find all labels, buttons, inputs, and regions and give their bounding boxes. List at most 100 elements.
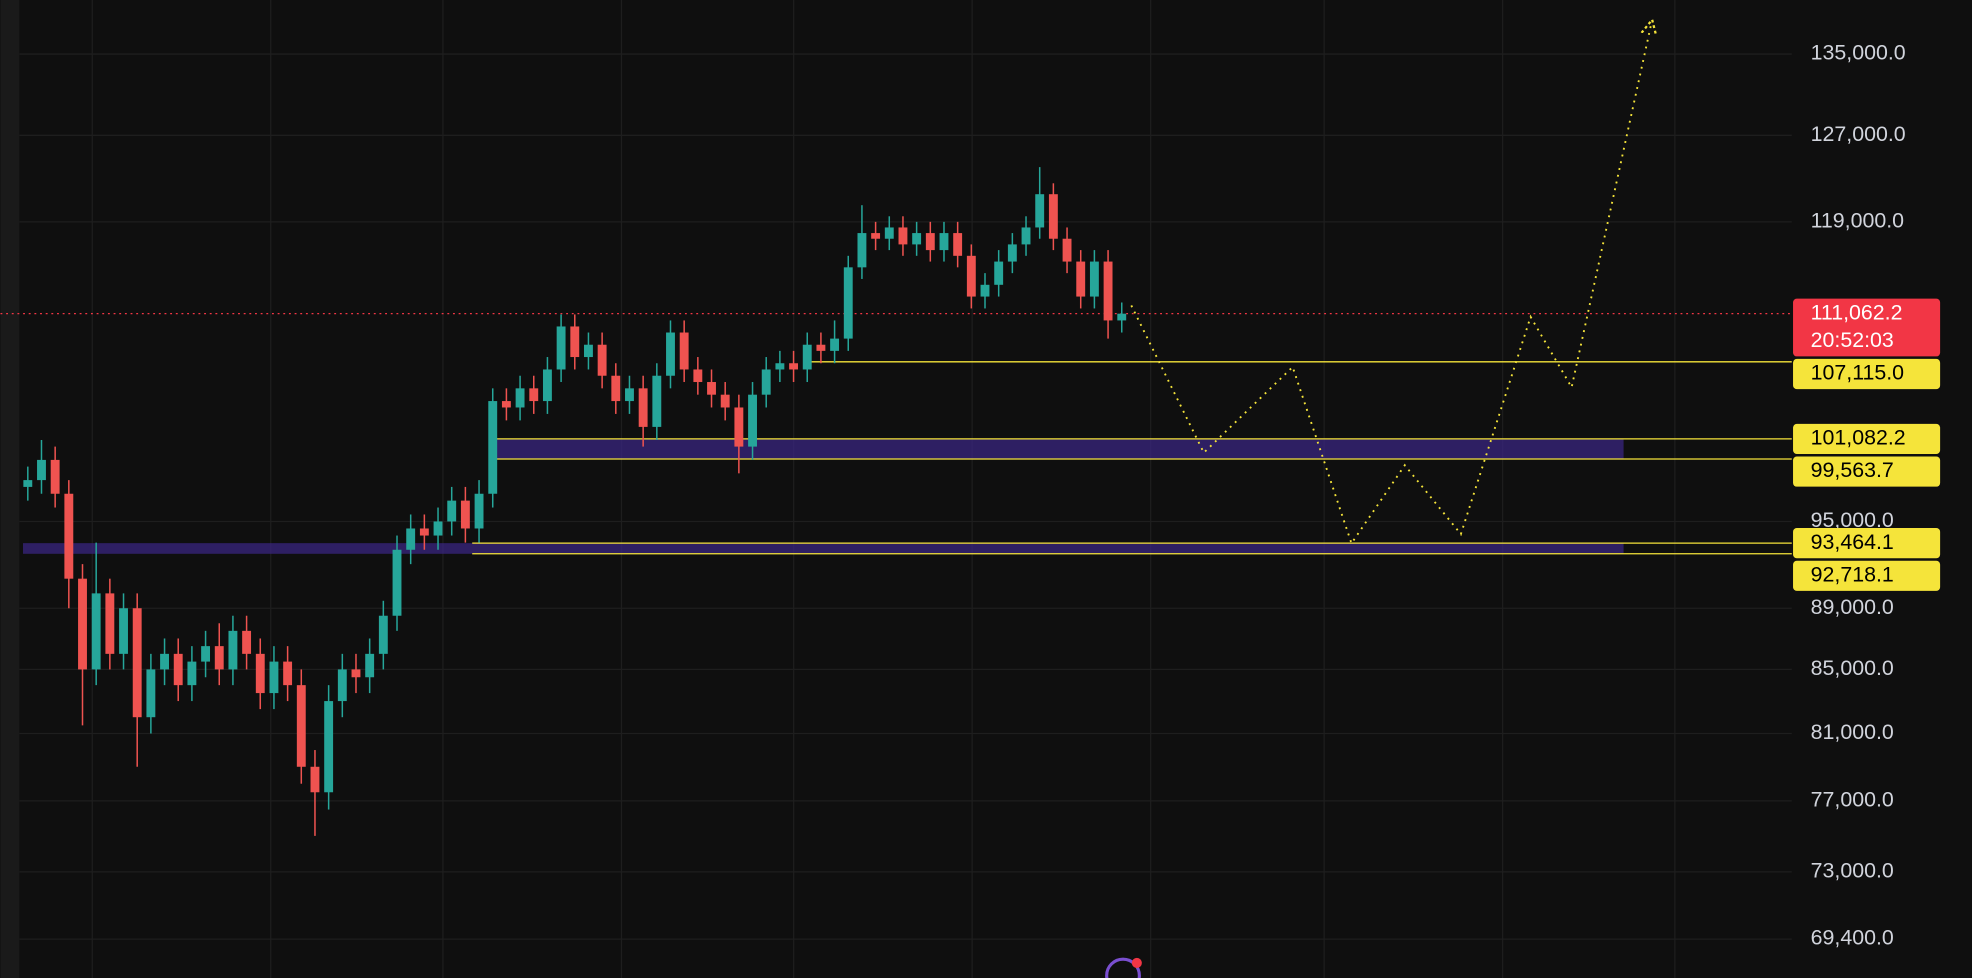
price-tag-label: 99,563.7 [1811, 458, 1894, 482]
candle-body [447, 500, 457, 522]
candle-body [679, 332, 689, 370]
candle-body [187, 661, 197, 686]
zone [23, 543, 1624, 554]
candle-body [584, 344, 593, 358]
price-tag-label: 107,115.0 [1811, 361, 1905, 385]
price-tag-label: 101,082.2 [1811, 426, 1906, 450]
price-tag: 92,718.1 [1793, 560, 1941, 591]
candle-body [1021, 227, 1031, 245]
candle-body [160, 653, 169, 670]
price-tag-box [1793, 560, 1941, 591]
candle-body [734, 407, 744, 447]
y-tick-label: 85,000.0 [1811, 656, 1894, 680]
candle-body [652, 375, 662, 427]
candle-body [1062, 238, 1072, 262]
y-tick-label: 127,000.0 [1811, 122, 1906, 146]
candle-body [406, 528, 416, 550]
candle-body [214, 646, 224, 670]
y-tick-label: 135,000.0 [1811, 41, 1906, 65]
candle-body [775, 363, 785, 370]
candle-body [296, 685, 306, 767]
candle-body [925, 233, 935, 251]
candle-body [419, 528, 429, 536]
left-edge [0, 0, 20, 978]
price-tag: 101,082.2 [1793, 423, 1941, 455]
price-tag-label: 111,062.2 [1811, 300, 1903, 324]
candle-body [64, 493, 74, 579]
candle-body [351, 669, 361, 678]
candle-body [1076, 261, 1086, 297]
candle-body [707, 382, 716, 395]
candle-body [871, 233, 881, 239]
candle-body [132, 608, 142, 718]
candle-body [597, 344, 607, 376]
candle-body [693, 369, 703, 383]
candle-body [966, 255, 976, 297]
candle-body [201, 646, 211, 662]
y-tick-label: 89,000.0 [1811, 595, 1894, 619]
price-tag: 93,464.1 [1793, 528, 1941, 559]
candle-body [666, 332, 675, 376]
candle-body [146, 669, 156, 718]
candle-body [556, 326, 566, 370]
projection-path [1130, 25, 1651, 546]
candle-body [625, 388, 634, 402]
candle-body [392, 549, 402, 616]
price-tag-label: 93,464.1 [1811, 530, 1894, 554]
zone [489, 438, 1624, 460]
candle-body [23, 480, 33, 487]
candle-body [1103, 261, 1113, 321]
candle-body [242, 630, 252, 654]
candle-body [1048, 194, 1058, 239]
y-tick-label: 81,000.0 [1811, 720, 1894, 744]
logo-icon [1105, 957, 1142, 978]
candle-body [50, 459, 60, 494]
candle-body [748, 394, 757, 447]
price-tag-box [1793, 528, 1941, 559]
candle-body [1089, 261, 1099, 297]
price-tag: 107,115.0 [1793, 358, 1941, 390]
candle-body [980, 284, 990, 297]
candle-body [529, 388, 539, 402]
price-tag-box [1793, 423, 1941, 455]
candle-body [1117, 313, 1127, 321]
candle-body [761, 369, 771, 395]
candle-body [255, 653, 265, 694]
candle-body [488, 401, 498, 494]
candle-body [611, 375, 621, 402]
candle-body [228, 630, 238, 670]
y-tick-label: 69,400.0 [1811, 926, 1894, 950]
candle-body [638, 388, 648, 427]
candle-body [843, 267, 853, 339]
y-tick-label: 73,000.0 [1811, 858, 1894, 882]
y-tick-label: 119,000.0 [1811, 208, 1905, 232]
vertical-grid [91, 0, 1676, 978]
candle-body [501, 401, 511, 408]
price-tag: 111,062.2 20:52:03 [1793, 298, 1941, 357]
candle-body [433, 521, 443, 536]
price-tag-box [1793, 358, 1941, 390]
price-tag-box [1793, 456, 1941, 487]
candle-body [542, 369, 552, 402]
candle-body [802, 344, 812, 370]
candle-body [119, 608, 128, 654]
price-tag: 99,563.7 [1793, 456, 1941, 487]
candle-body [37, 459, 46, 481]
candle-body [898, 227, 908, 245]
candle-body [994, 261, 1004, 285]
price-tag-label: 92,718.1 [1811, 562, 1894, 586]
candle-body [105, 593, 115, 654]
candle-body [310, 766, 320, 793]
candle-body [857, 233, 867, 268]
candle-body [912, 233, 922, 245]
candle-body [939, 233, 949, 251]
candle-body [1007, 244, 1017, 262]
candle-body [570, 326, 580, 358]
candle-body [365, 653, 375, 678]
candle-body [789, 363, 799, 370]
candle-body [378, 615, 388, 654]
candle-body [173, 653, 183, 686]
